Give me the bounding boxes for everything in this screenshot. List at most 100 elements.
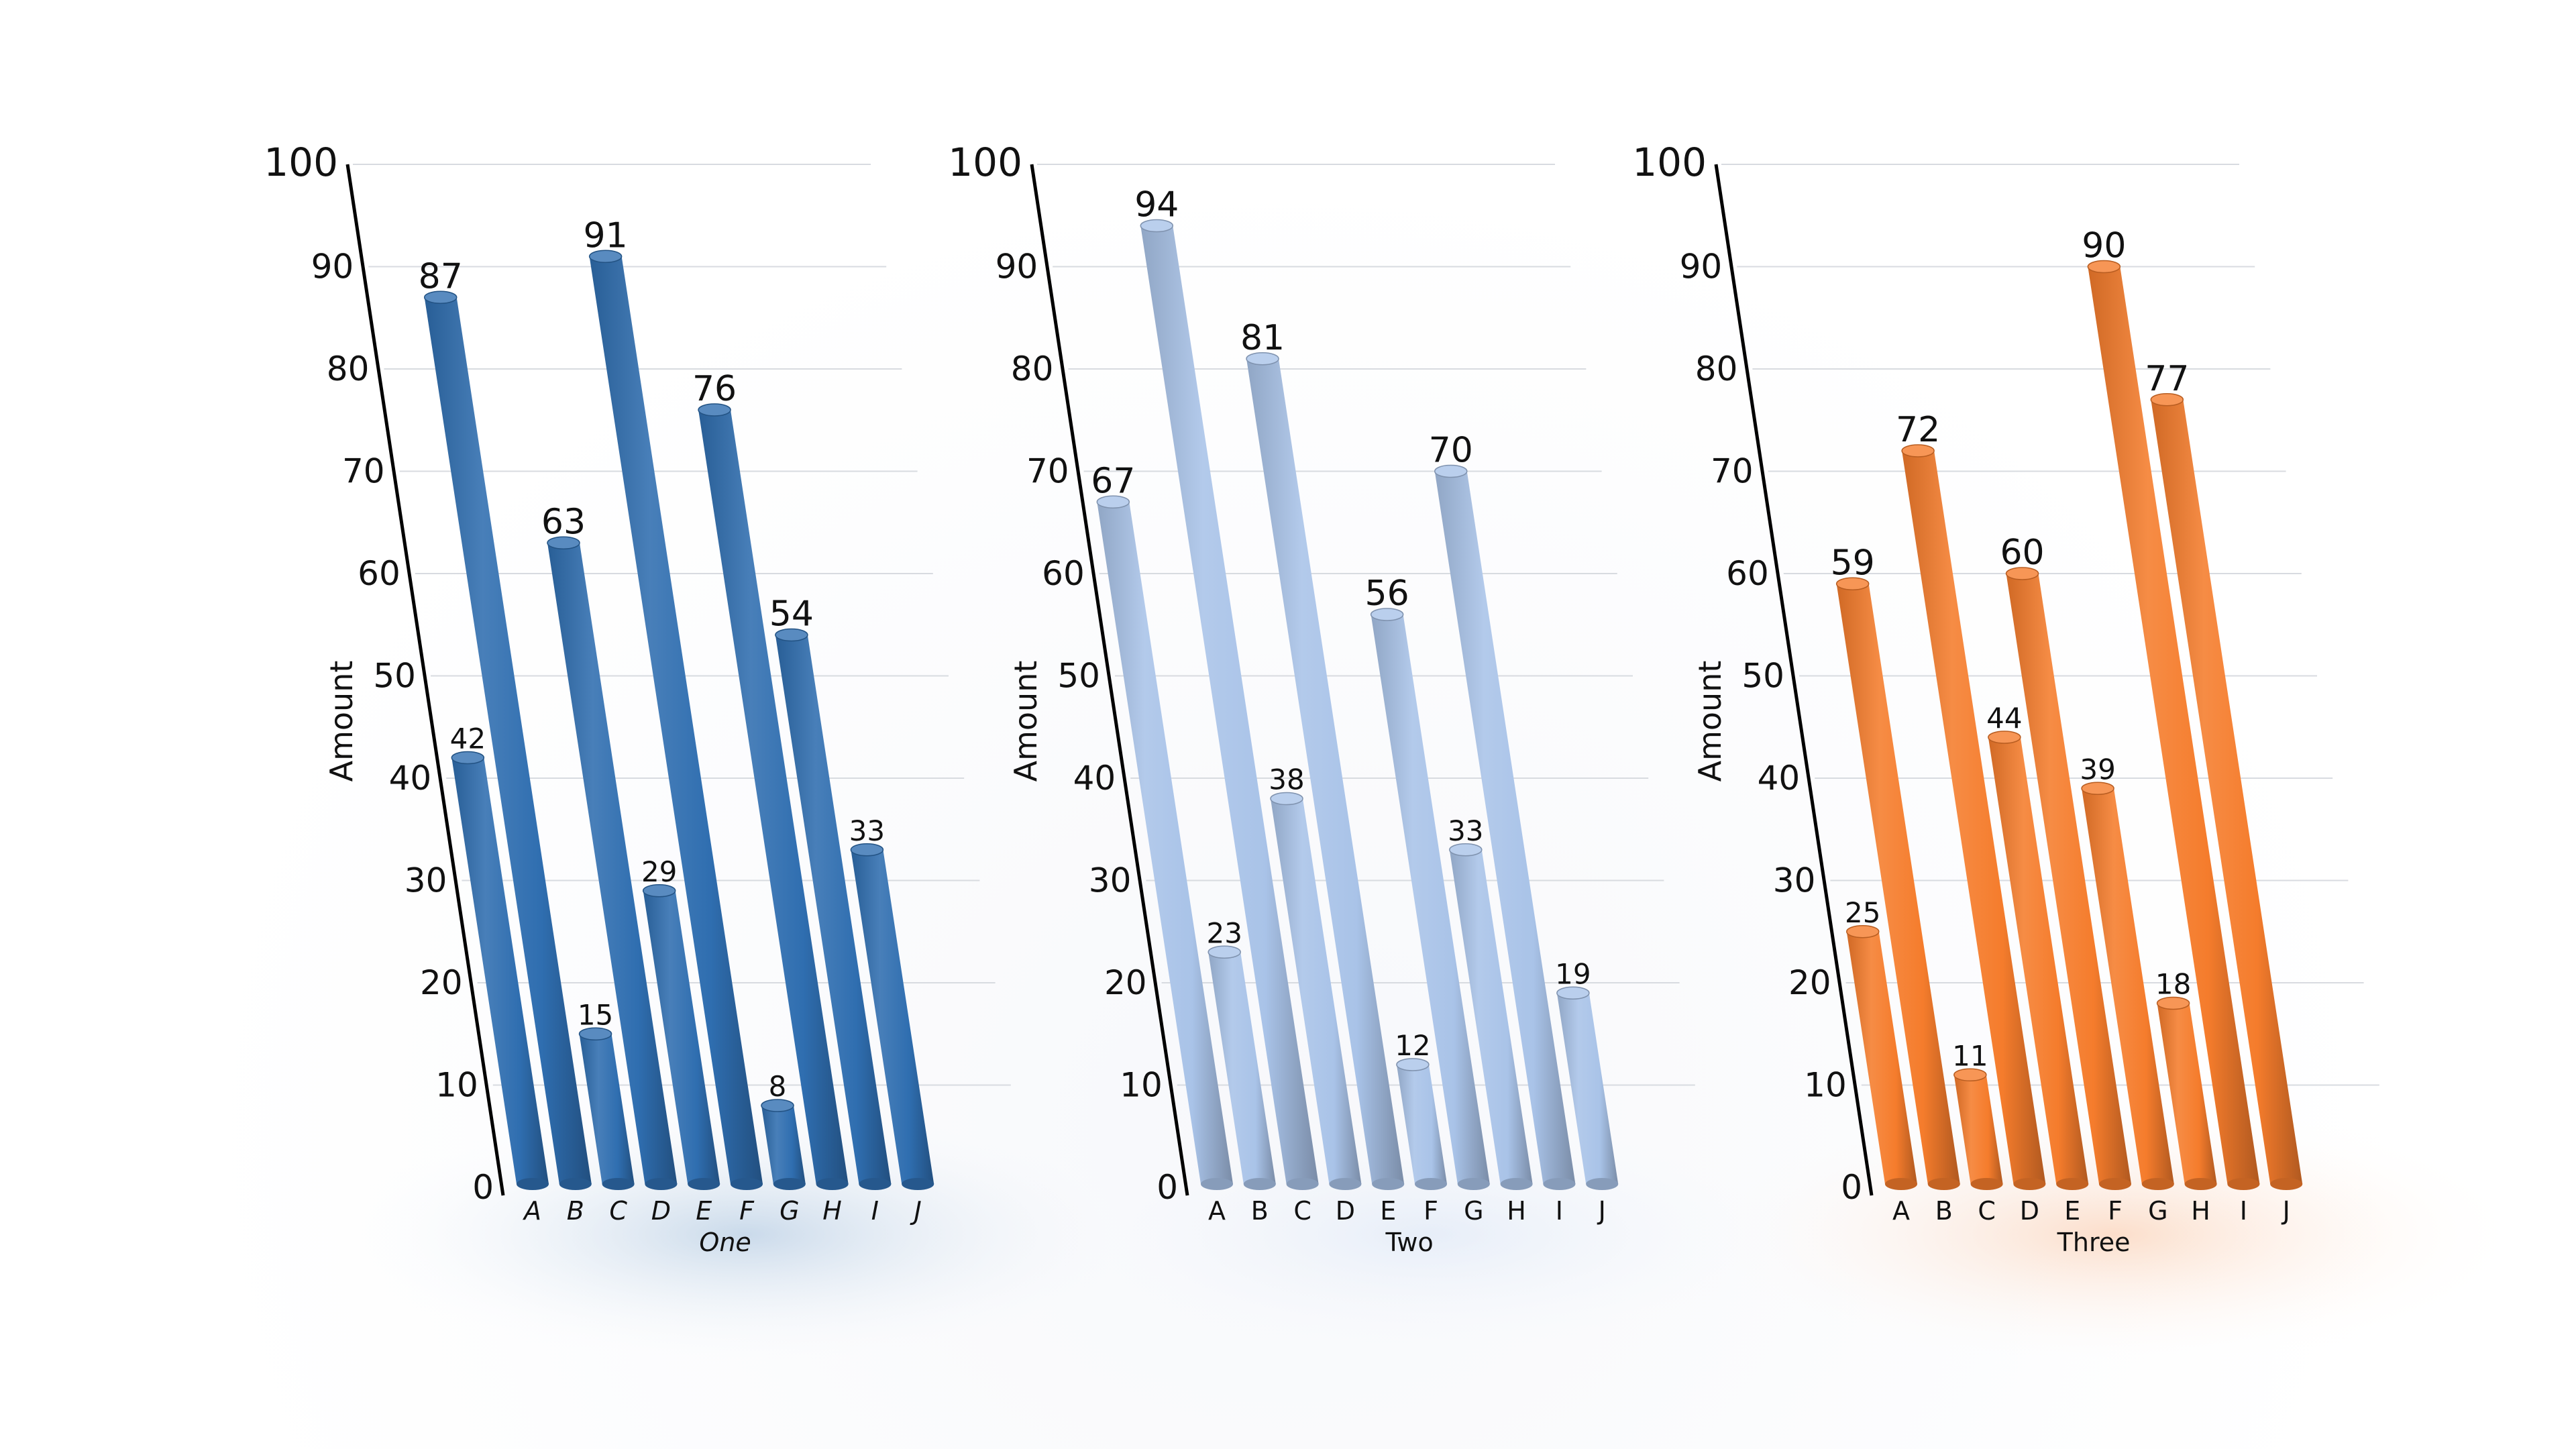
- x-tick-label: I: [1556, 1196, 1563, 1226]
- value-label: 76: [692, 369, 737, 409]
- y-tick-label: 90: [311, 248, 354, 286]
- bar-base: [2270, 1178, 2303, 1190]
- value-label: 72: [1896, 410, 1940, 450]
- x-tick-label: C: [1978, 1196, 1996, 1226]
- bar-base: [1543, 1178, 1576, 1190]
- y-tick-label: 30: [405, 861, 447, 900]
- bar-base: [1286, 1178, 1319, 1190]
- bar-cap: [2150, 393, 2184, 407]
- y-tick-label: 10: [1120, 1066, 1163, 1105]
- x-tick-label: H: [1507, 1196, 1526, 1226]
- x-tick-label: B: [1251, 1196, 1269, 1226]
- value-label: 56: [1365, 574, 1409, 614]
- bar-cap: [2005, 567, 2039, 580]
- y-tick-label: 50: [1741, 657, 1784, 696]
- value-label: 42: [450, 722, 486, 755]
- value-label: 33: [849, 814, 885, 847]
- y-tick-label: 70: [1711, 452, 1754, 491]
- bar-cap: [1396, 1058, 1430, 1071]
- bar-cap: [1901, 444, 1935, 458]
- bar-d: [547, 543, 678, 1184]
- x-tick-label: A: [1892, 1196, 1910, 1226]
- bar-cap: [775, 628, 808, 642]
- bar-cap: [578, 1027, 612, 1040]
- bar-f: [2006, 574, 2131, 1184]
- bar-g: [1371, 614, 1490, 1184]
- bar-i: [1434, 471, 1576, 1184]
- x-tick-label: F: [2108, 1196, 2123, 1226]
- x-tick-label: J: [2282, 1196, 2290, 1226]
- bar-cap: [1208, 945, 1241, 959]
- y-tick-label: 50: [373, 657, 416, 696]
- bar-base: [2056, 1178, 2089, 1190]
- y-tick-label: 50: [1057, 657, 1100, 696]
- value-label: 77: [2145, 359, 2189, 399]
- bar-cap: [547, 536, 580, 549]
- bar-cap: [1953, 1068, 1987, 1081]
- x-axis-title: Two: [1385, 1228, 1433, 1257]
- bar-base: [902, 1178, 934, 1190]
- bar-a: [1097, 502, 1233, 1184]
- value-label: 70: [1429, 431, 1473, 471]
- bar-f: [1396, 1065, 1447, 1184]
- bar-base: [1586, 1178, 1619, 1190]
- value-label: 19: [1555, 957, 1591, 990]
- bar-e: [643, 890, 720, 1184]
- x-tick-label: E: [696, 1196, 712, 1226]
- value-label: 15: [578, 998, 613, 1031]
- bar-cap: [698, 403, 731, 417]
- x-tick-label: B: [1935, 1196, 1953, 1226]
- value-label: 63: [541, 502, 586, 542]
- y-tick-label: 100: [1632, 140, 1707, 185]
- bar-h: [1449, 849, 1533, 1184]
- value-label: 44: [1986, 702, 2022, 735]
- x-tick-label: C: [1293, 1196, 1311, 1226]
- value-label: 23: [1206, 916, 1242, 949]
- bar-cap: [1556, 986, 1590, 1000]
- bar-h: [2157, 1003, 2217, 1184]
- bar-cap: [850, 843, 884, 857]
- x-tick-label: A: [1208, 1196, 1226, 1226]
- x-tick-label: H: [2191, 1196, 2210, 1226]
- bar-j: [1556, 993, 1619, 1184]
- y-tick-label: 80: [1695, 350, 1738, 388]
- bar-base: [859, 1178, 892, 1190]
- bar-b: [1208, 952, 1276, 1184]
- bar-c: [1140, 225, 1319, 1184]
- y-tick-label: 40: [389, 759, 432, 798]
- bar-base: [688, 1178, 720, 1190]
- y-tick-label: 10: [1804, 1066, 1847, 1105]
- bar-base: [1372, 1178, 1405, 1190]
- bar-j: [2151, 399, 2303, 1184]
- x-tick-label: I: [871, 1196, 879, 1226]
- y-axis-title: Amount: [1692, 661, 1728, 782]
- bar-b: [1836, 584, 1960, 1184]
- bar-a: [1846, 931, 1917, 1184]
- bar-g: [761, 1106, 806, 1184]
- bar-cap: [1370, 608, 1404, 621]
- value-label: 18: [2155, 968, 2191, 1001]
- y-tick-label: 100: [264, 140, 338, 185]
- y-axis-title: Amount: [323, 661, 360, 782]
- value-label: 91: [584, 215, 628, 256]
- x-tick-label: B: [567, 1196, 584, 1226]
- bar-base: [1457, 1178, 1490, 1190]
- bar-e: [1246, 358, 1405, 1184]
- bar-base: [1500, 1178, 1533, 1190]
- bar-base: [2141, 1178, 2174, 1190]
- bar-h: [698, 410, 849, 1184]
- x-axis-title: One: [699, 1228, 751, 1257]
- y-tick-label: 70: [342, 452, 385, 491]
- y-tick-label: 90: [996, 248, 1038, 286]
- y-tick-label: 20: [1104, 963, 1147, 1002]
- y-tick-label: 10: [435, 1066, 478, 1105]
- bar-e: [1988, 737, 2089, 1184]
- bar-base: [816, 1178, 849, 1190]
- value-label: 94: [1134, 185, 1179, 225]
- x-tick-label: F: [739, 1196, 755, 1226]
- y-tick-label: 30: [1773, 861, 1816, 900]
- value-label: 25: [1845, 896, 1880, 929]
- y-tick-label: 70: [1026, 452, 1069, 491]
